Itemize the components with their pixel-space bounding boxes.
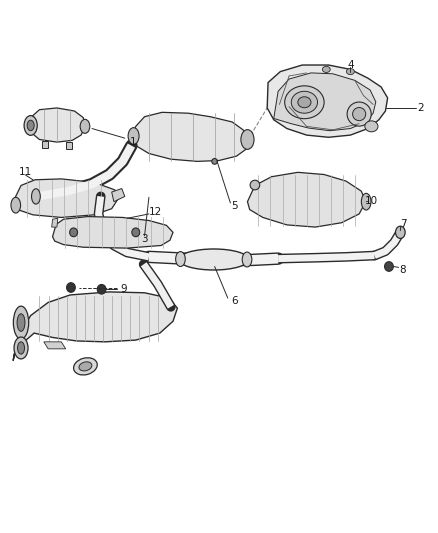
- Text: 1: 1: [130, 136, 137, 147]
- Ellipse shape: [322, 66, 330, 72]
- Ellipse shape: [74, 358, 97, 375]
- Polygon shape: [131, 112, 250, 161]
- Ellipse shape: [212, 158, 217, 164]
- Polygon shape: [52, 219, 58, 227]
- Text: 3: 3: [141, 234, 148, 244]
- Ellipse shape: [396, 226, 405, 238]
- Ellipse shape: [353, 108, 366, 120]
- Ellipse shape: [18, 342, 25, 354]
- Text: 5: 5: [231, 201, 238, 211]
- Ellipse shape: [80, 119, 90, 133]
- Polygon shape: [247, 172, 366, 227]
- Text: 12: 12: [149, 207, 162, 217]
- Ellipse shape: [132, 228, 140, 237]
- Polygon shape: [267, 65, 388, 138]
- Ellipse shape: [79, 362, 92, 371]
- Ellipse shape: [176, 252, 185, 266]
- Ellipse shape: [97, 285, 106, 294]
- Text: 6: 6: [231, 296, 238, 305]
- Ellipse shape: [361, 193, 371, 210]
- Ellipse shape: [347, 102, 371, 126]
- Text: 11: 11: [19, 167, 32, 177]
- Ellipse shape: [285, 86, 324, 119]
- Text: 4: 4: [347, 60, 354, 70]
- Ellipse shape: [70, 228, 78, 237]
- Polygon shape: [66, 142, 72, 149]
- Ellipse shape: [365, 121, 378, 132]
- Text: 7: 7: [399, 219, 406, 229]
- Polygon shape: [13, 179, 118, 217]
- Ellipse shape: [13, 306, 29, 339]
- Ellipse shape: [27, 120, 34, 131]
- Polygon shape: [44, 342, 66, 349]
- Ellipse shape: [14, 337, 28, 359]
- Ellipse shape: [32, 189, 40, 204]
- Ellipse shape: [128, 128, 139, 144]
- Text: 2: 2: [417, 103, 424, 113]
- Ellipse shape: [24, 116, 37, 135]
- Ellipse shape: [241, 130, 254, 149]
- Ellipse shape: [242, 252, 252, 267]
- Ellipse shape: [291, 91, 318, 113]
- Text: 8: 8: [399, 265, 406, 275]
- Text: 10: 10: [365, 196, 378, 206]
- Ellipse shape: [179, 249, 249, 270]
- Polygon shape: [28, 108, 85, 142]
- Ellipse shape: [385, 262, 393, 271]
- Polygon shape: [112, 189, 125, 201]
- Ellipse shape: [250, 180, 260, 190]
- Ellipse shape: [346, 69, 354, 75]
- Polygon shape: [13, 292, 177, 361]
- Polygon shape: [274, 73, 376, 131]
- Ellipse shape: [67, 282, 75, 292]
- Ellipse shape: [298, 97, 311, 108]
- Ellipse shape: [17, 314, 25, 332]
- Polygon shape: [53, 216, 173, 248]
- Text: 9: 9: [120, 284, 127, 294]
- Ellipse shape: [11, 197, 21, 213]
- Polygon shape: [42, 141, 48, 148]
